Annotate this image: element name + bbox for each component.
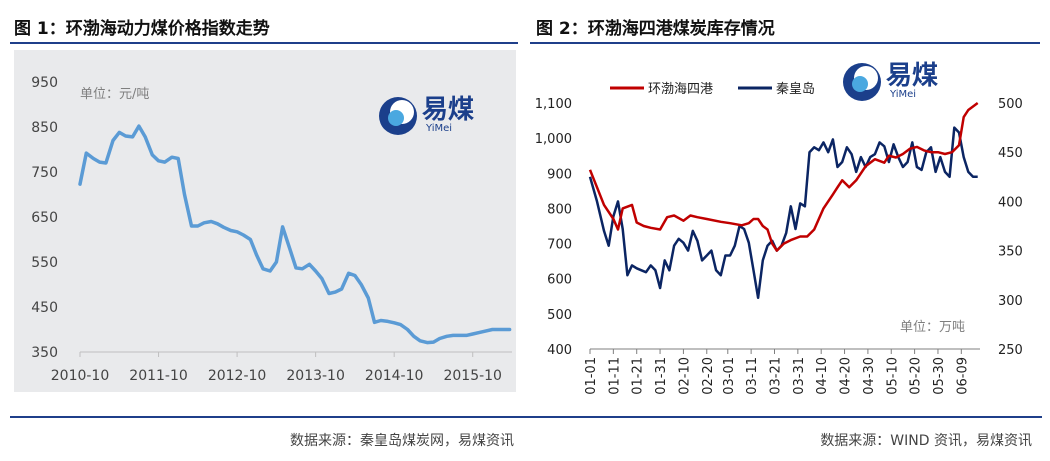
legend-label-series1: 环渤海四港 [648, 81, 713, 97]
x-tick-label: 2014-10 [365, 368, 424, 384]
right-y-tick-label: 300 [998, 294, 1023, 309]
x-tick-label: 2012-10 [208, 368, 267, 384]
x-tick-label: 01-11 [607, 357, 622, 395]
x-tick-label: 2011-10 [129, 368, 188, 384]
left-y-tick-label: 700 [547, 238, 572, 253]
x-tick-label: 01-21 [631, 357, 646, 395]
x-tick-label: 03-31 [792, 357, 807, 395]
figure2-legend: 环渤海四港 秦皇岛 [610, 81, 815, 97]
x-tick-label: 04-30 [862, 357, 877, 395]
right-y-tick-label: 350 [998, 245, 1023, 260]
y-tick-label: 750 [31, 165, 58, 181]
right-y-tick-label: 500 [998, 97, 1023, 112]
x-tick-label: 04-20 [839, 357, 854, 395]
y-tick-label: 950 [31, 75, 58, 91]
figure2-top-rule [530, 42, 1040, 44]
left-y-tick-label: 600 [547, 273, 572, 288]
price-index-line [78, 124, 512, 345]
bohai-four-ports-line [588, 101, 979, 252]
figure1-plot-background [14, 50, 516, 392]
left-y-tick-label: 800 [547, 202, 572, 217]
left-y-tick-label: 1,100 [535, 97, 572, 112]
x-tick-label: 2015-10 [443, 368, 502, 384]
figure2-logo-subtext: YiMei [889, 89, 916, 100]
x-tick-label: 02-20 [701, 357, 716, 395]
x-tick-label: 03-11 [745, 357, 760, 395]
figure1-logo-subtext: YiMei [425, 123, 452, 134]
x-tick-label: 05-20 [909, 357, 924, 395]
legend-label-series2: 秦皇岛 [776, 81, 815, 97]
figure2-chart: 1,100 1,000 900 800 700 600 500 400 500 450 400 350… [535, 61, 1023, 395]
figure1-chart: 950 850 750 650 550 450 350 2010-10 2011-10 2012-… [31, 75, 512, 384]
bottom-rule [10, 416, 1042, 418]
x-tick-label: 2010-10 [51, 368, 110, 384]
figure1-title: 图 1：环渤海动力煤价格指数走势 [14, 19, 270, 39]
figure1-logo: 易煤 YiMei [379, 95, 474, 135]
x-tick-label: 04-10 [815, 357, 830, 395]
right-y-tick-label: 450 [998, 146, 1023, 161]
figure1-top-rule [10, 42, 518, 44]
x-tick-label: 03-21 [768, 357, 783, 395]
left-y-tick-label: 900 [547, 167, 572, 182]
y-tick-label: 550 [31, 255, 58, 271]
right-y-tick-label: 250 [998, 343, 1023, 358]
y-tick-label: 450 [31, 300, 58, 316]
figure1-source: 数据来源：秦皇岛煤炭网，易煤资讯 [290, 433, 514, 449]
left-y-tick-label: 400 [547, 343, 572, 358]
y-tick-label: 850 [31, 120, 58, 136]
y-tick-label: 650 [31, 210, 58, 226]
figure2-source: 数据来源：WIND 资讯，易煤资讯 [820, 433, 1032, 449]
figure2-unit-label: 单位：万吨 [900, 320, 965, 335]
figure2-logo-text: 易煤 [886, 61, 938, 91]
x-tick-label: 05-30 [932, 357, 947, 395]
x-tick-label: 06-09 [955, 357, 970, 395]
x-tick-label: 02-10 [677, 357, 692, 395]
right-y-tick-label: 400 [998, 195, 1023, 210]
x-tick-label: 2013-10 [286, 368, 345, 384]
qinhuangdao-line [588, 126, 978, 300]
x-tick-label: 03-01 [722, 357, 737, 395]
x-tick-label: 01-31 [654, 357, 669, 395]
x-tick-label: 05-10 [885, 357, 900, 395]
y-tick-label: 350 [31, 345, 58, 361]
figure2-logo: 易煤 YiMei [843, 61, 938, 101]
figure1-unit-label: 单位：元/吨 [80, 87, 149, 102]
figure1-logo-text: 易煤 [422, 95, 474, 125]
left-y-tick-label: 500 [547, 308, 572, 323]
left-y-tick-label: 1,000 [535, 132, 572, 147]
x-tick-label: 01-01 [584, 357, 599, 395]
figure2-title: 图 2：环渤海四港煤炭库存情况 [536, 19, 775, 39]
